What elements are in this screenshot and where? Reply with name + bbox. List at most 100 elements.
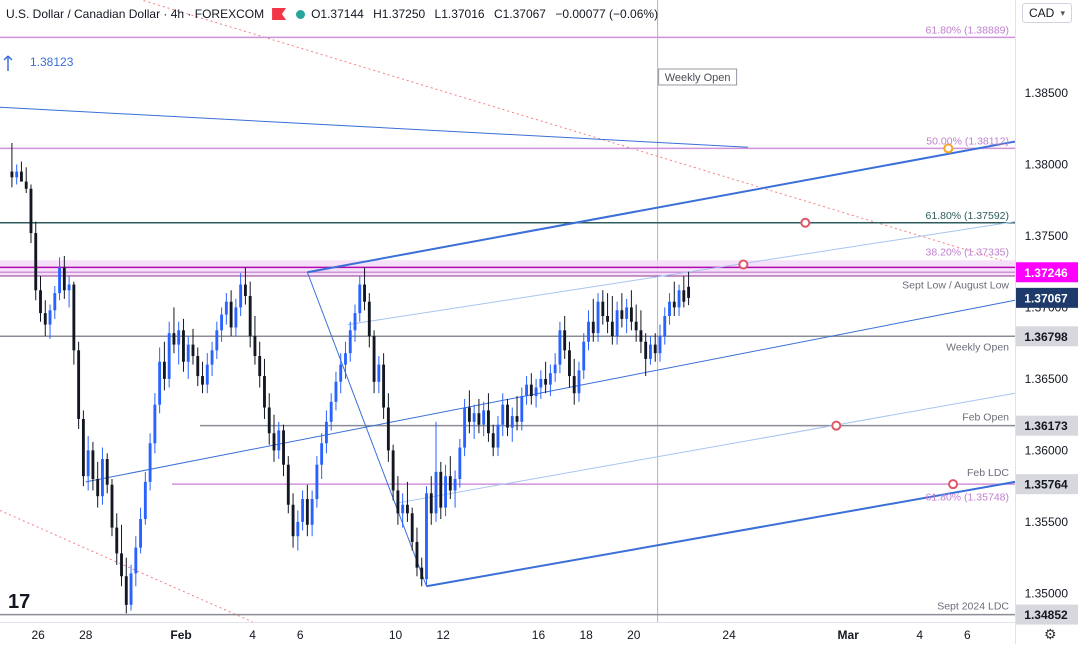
candle xyxy=(534,378,538,408)
candle xyxy=(544,361,548,394)
price-label: 1.36173 xyxy=(1024,419,1068,433)
candle-body xyxy=(544,378,548,385)
candle-body xyxy=(248,295,252,337)
candle-body xyxy=(48,310,52,325)
candle-body xyxy=(177,330,181,345)
candle-body xyxy=(510,416,514,428)
candle-body xyxy=(348,330,352,354)
x-tick-label: 16 xyxy=(532,628,546,642)
candle xyxy=(520,387,524,431)
candle-body xyxy=(153,404,157,444)
annotations: 1.38123 Weekly Open xyxy=(3,55,738,86)
y-tick-label: 1.38000 xyxy=(1025,157,1069,171)
high-annotation: 1.38123 xyxy=(30,55,74,69)
candle-body xyxy=(243,284,247,296)
candle xyxy=(525,376,528,405)
candle xyxy=(596,293,600,342)
x-tick-label: 4 xyxy=(916,628,923,642)
candle-body xyxy=(663,316,667,337)
price-axis: 1.385001.380001.375001.370001.365001.360… xyxy=(1016,86,1078,625)
candle xyxy=(158,347,162,414)
candle-body xyxy=(415,541,419,568)
candle-body xyxy=(110,484,114,528)
trendline-red-dotted-lower xyxy=(0,510,253,623)
candle xyxy=(267,393,271,445)
weekly-open-box xyxy=(658,68,738,86)
candle xyxy=(243,267,247,305)
candle-body xyxy=(672,301,676,308)
candle-body xyxy=(377,364,381,382)
candle-body xyxy=(143,481,147,520)
candle xyxy=(20,161,23,182)
candle xyxy=(553,353,557,382)
candle-body xyxy=(148,443,152,482)
candle-body xyxy=(572,376,576,394)
level-label-6: Feb Open xyxy=(962,412,1009,424)
candle xyxy=(415,527,419,577)
candle xyxy=(577,361,581,402)
candle-body xyxy=(410,513,414,542)
candle-body xyxy=(96,479,100,497)
candle xyxy=(143,471,147,525)
candle-body xyxy=(186,344,190,362)
candle xyxy=(329,393,333,431)
chart-title[interactable]: U.S. Dollar / Canadian Dollar · 4h · FOR… xyxy=(6,7,265,21)
candle xyxy=(101,447,104,505)
candle xyxy=(487,393,490,442)
candle-body xyxy=(139,519,143,548)
candle xyxy=(501,393,505,437)
candle-body xyxy=(391,450,395,491)
candle-body xyxy=(596,301,600,334)
candle xyxy=(296,510,300,551)
candle-body xyxy=(344,353,347,365)
x-tick-label: 20 xyxy=(627,628,641,642)
candles xyxy=(10,142,691,614)
flag-icon[interactable] xyxy=(272,8,287,20)
level-labels: 61.80% (1.38889) 50.00% (1.38112) 61.80% (… xyxy=(902,24,1009,612)
candle xyxy=(229,290,233,337)
currency-selector[interactable]: CAD ▾ xyxy=(1022,3,1072,23)
candle-body xyxy=(682,290,686,302)
chevron-down-icon: ▾ xyxy=(1060,7,1065,18)
x-tick-label: 12 xyxy=(436,628,450,642)
candle xyxy=(334,371,338,411)
candle-body xyxy=(291,504,295,537)
candle xyxy=(572,358,576,405)
candle-body xyxy=(277,430,281,451)
trendline-red-dotted-upper xyxy=(139,0,1016,266)
candle-body xyxy=(62,267,66,291)
candle xyxy=(234,298,238,337)
x-tick-label: 6 xyxy=(297,628,304,642)
candle xyxy=(529,373,533,405)
candle-body xyxy=(606,316,609,322)
candle-body xyxy=(310,499,314,525)
candle xyxy=(186,336,190,379)
candle xyxy=(172,307,176,354)
candle-body xyxy=(105,458,109,485)
candle-body xyxy=(496,424,500,448)
gear-icon[interactable]: ⚙ xyxy=(1044,626,1057,642)
candle xyxy=(615,301,619,345)
level-label-0: 61.80% (1.38889) xyxy=(926,24,1009,36)
candle-body xyxy=(58,267,61,294)
candle-body xyxy=(458,447,462,480)
x-tick-label: 10 xyxy=(389,628,403,642)
candle-body xyxy=(286,464,290,505)
change-value: −0.00077 (−0.06%) xyxy=(555,7,659,21)
candle xyxy=(439,461,443,520)
level-lines xyxy=(0,36,1015,616)
candle xyxy=(367,293,371,348)
candle-body xyxy=(167,333,171,379)
x-tick-label: 18 xyxy=(579,628,593,642)
candle xyxy=(201,361,204,394)
candle xyxy=(272,414,276,462)
candle xyxy=(410,507,414,551)
candle xyxy=(496,416,500,457)
candle-body xyxy=(162,361,166,379)
candle-body xyxy=(634,321,638,331)
candle xyxy=(434,421,438,522)
candle xyxy=(658,324,662,362)
candle xyxy=(77,341,81,429)
